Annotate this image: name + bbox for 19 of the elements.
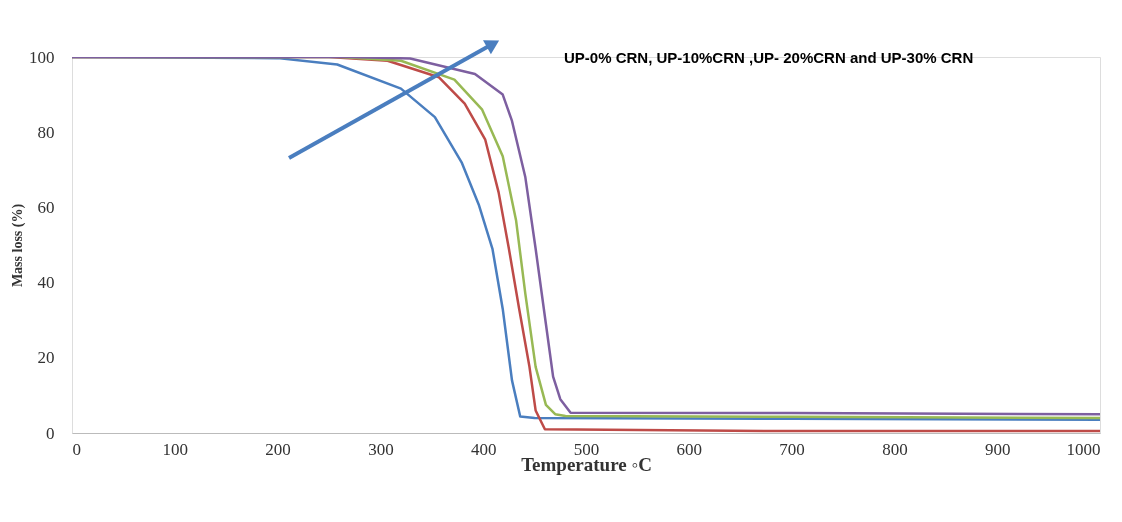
y-tick-label: 100 xyxy=(29,47,55,67)
x-tick-label: 300 xyxy=(368,439,394,459)
x-tick-label: 800 xyxy=(882,439,908,459)
x-tick-label: 600 xyxy=(676,439,703,459)
annotation: UP-0% CRN, UP-10%CRN ,UP- 20%CRN and UP-30% CRN xyxy=(564,49,974,66)
x-tick-label: 100 xyxy=(162,439,189,459)
y-tick-label: 0 xyxy=(46,423,55,443)
x-tick-label: 500 xyxy=(573,439,600,459)
y-tick-label: 60 xyxy=(37,197,55,217)
x-tick-label: 200 xyxy=(265,439,291,459)
y-tick-label: 40 xyxy=(37,273,55,293)
x-tick-label: 700 xyxy=(779,439,805,459)
x-tick-label: 0 xyxy=(72,439,81,459)
y-tick-label: 80 xyxy=(37,122,55,142)
x-tick-label: 900 xyxy=(984,439,1011,459)
y-tick-label: 20 xyxy=(37,348,55,368)
x-tick-label: 400 xyxy=(470,439,497,459)
y-axis-title: Mass loss (%) xyxy=(10,203,26,288)
x-tick-label: 1000 xyxy=(1066,439,1101,459)
